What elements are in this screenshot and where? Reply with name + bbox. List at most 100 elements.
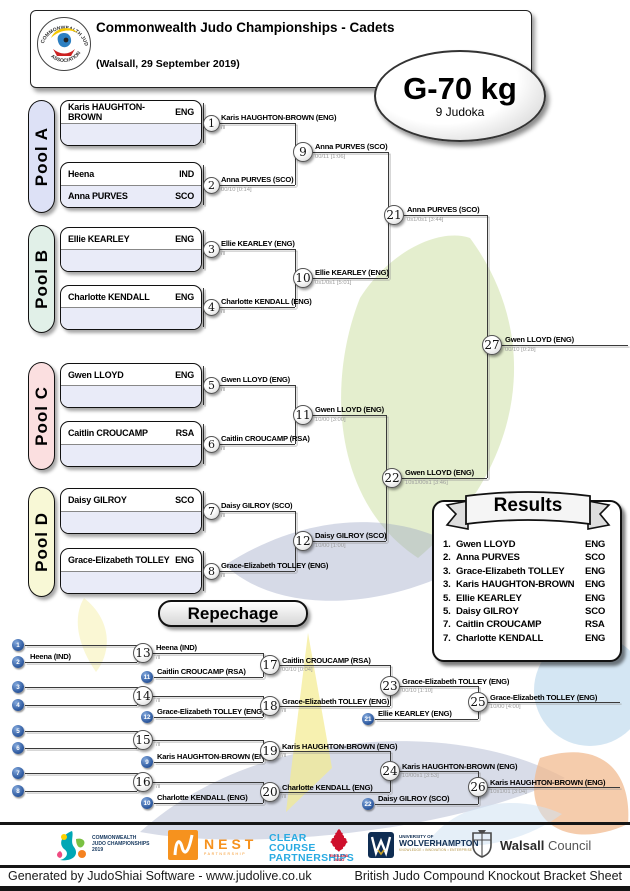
bracket-line (279, 751, 390, 753)
pool-label-text: Pool B (31, 249, 51, 309)
walsall-rest: Council (547, 838, 592, 853)
match-winner-label: Charlotte KENDALL (ENG) (282, 783, 373, 792)
bracket-line (219, 307, 295, 309)
match-number-circle: 2 (203, 177, 220, 194)
competitor-country: ENG (175, 291, 194, 302)
bracket-line (404, 215, 487, 217)
bracket-line (152, 740, 263, 742)
match-number-circle: 21 (384, 205, 404, 225)
clearcourse-line1: CLEAR (269, 832, 307, 844)
match-score: /ll (156, 655, 161, 661)
cjc-2019-logo (56, 829, 88, 863)
pool-label-text: Pool D (31, 512, 51, 572)
match-score: 10s1/00s1 [3:46] (405, 480, 448, 486)
bracket-line (312, 541, 386, 543)
match-number-circle: 17 (260, 655, 280, 675)
match-score: 10/00 [4:00] (490, 704, 521, 710)
bracket-line (312, 415, 386, 417)
competitor-row: Gwen LLOYD ENG (61, 364, 201, 385)
wolverhampton-gold-accent (377, 849, 385, 856)
match-number-circle: 25 (468, 692, 488, 712)
match-winner-label: Caitlin CROUCAMP (RSA) (282, 656, 371, 665)
background-swirl (225, 522, 475, 601)
competitor-box: Gwen LLOYD ENG (60, 363, 202, 408)
bracket-line (219, 385, 295, 387)
bracket-line (375, 804, 478, 806)
wolverhampton-line1: UNIVERSITY OF (399, 834, 434, 839)
england-judo-logo: ENGLAND JUDO (327, 828, 351, 862)
match-winner-label: Anna PURVES (SCO) (221, 175, 294, 184)
competitor-row (61, 570, 201, 593)
bracket-line (25, 748, 137, 750)
england-text1: ENGLAND (329, 854, 349, 858)
match-number-circle: 24 (380, 761, 400, 781)
seed-circle: 3 (12, 681, 24, 693)
competitor-row (61, 122, 201, 145)
match-score: 00/10 [0:04] (282, 667, 313, 673)
result-place: 7. (443, 619, 451, 631)
result-name: Caitlin CROUCAMP (456, 619, 542, 631)
match-winner-label: Ellie KEARLEY (ENG) (221, 239, 295, 248)
pool-label-a: Pool A (28, 100, 55, 213)
bracket-line (152, 653, 263, 655)
category-judoka-count: 9 Judoka (435, 105, 485, 119)
results-row: 5. Ellie KEARLEY ENG (443, 592, 615, 605)
competitor-row: Ellie KEARLEY ENG (61, 228, 201, 249)
competitor-box: Caitlin CROUCAMP RSA (60, 421, 202, 467)
seed-entry-label: Heena (IND) (30, 652, 71, 661)
match-number-circle: 15 (133, 730, 153, 750)
bracket-line (25, 645, 137, 647)
seed-entry-label: Caitlin CROUCAMP (RSA) (157, 667, 246, 676)
bracket-line (219, 123, 295, 125)
match-number-circle: 18 (260, 696, 280, 716)
competitor-name: Grace-Elizabeth TOLLEY (68, 554, 170, 565)
competitor-name: Daisy GILROY (68, 494, 127, 505)
match-score: 10/00 [1:00] (315, 543, 346, 549)
bracket-line (399, 771, 478, 773)
walsall-crest-top (478, 830, 486, 833)
bracket-line (312, 152, 388, 154)
page-subtitle: (Walsall, 29 September 2019) (96, 58, 240, 70)
bracket-line (152, 782, 263, 784)
wolverhampton-w (370, 836, 392, 857)
bracket-line (312, 278, 388, 280)
competitor-name: Caitlin CROUCAMP (68, 427, 148, 438)
cjc-2019-text: COMMONWEALTH JUDO CHAMPIONSHIPS 2019 (92, 835, 150, 853)
pool-label-c: Pool C (28, 362, 55, 470)
footer-bottom-bar (0, 886, 630, 891)
match-winner-label: Karis HAUGHTON-BROWN (ENG) (402, 762, 518, 771)
england-lion (330, 829, 348, 852)
match-number-circle: 3 (203, 241, 220, 258)
match-winner-label: Gwen LLOYD (ENG) (505, 335, 574, 344)
nest-wordmark: NEST (204, 836, 258, 852)
bracket-line (279, 792, 390, 794)
cja-logo: COMMONWEALTH JUDO ASSOCIATION (36, 16, 92, 72)
match-score: /ll (221, 446, 226, 452)
result-country: SCO (585, 552, 606, 564)
competitor-country: IND (179, 168, 194, 179)
competitor-row: Heena IND (61, 163, 201, 185)
match-score: 00/11 [1:06] (315, 154, 346, 160)
pool-label-text: Pool C (31, 386, 51, 446)
cja-logo-figure-head (63, 37, 69, 43)
bracket-line (487, 787, 620, 789)
cjc-swirl-yellow (61, 834, 67, 840)
competitor-country: ENG (175, 369, 194, 380)
competitor-country: ENG (175, 106, 194, 117)
match-winner-label: Anna PURVES (SCO) (315, 142, 388, 151)
pool-label-d: Pool D (28, 487, 55, 597)
competitor-box: Grace-Elizabeth TOLLEY ENG (60, 548, 202, 594)
match-winner-label: Caitlin CROUCAMP (RSA) (221, 434, 310, 443)
competitor-row (61, 307, 201, 329)
background-swirl (140, 741, 565, 840)
page-title: Commonwealth Judo Championships - Cadets (96, 20, 395, 35)
nest-w-swoosh (173, 834, 194, 856)
competitor-name: Ellie KEARLEY (68, 233, 130, 244)
bracket-line (154, 677, 263, 679)
clearcourse-logo: CLEAR COURSE PARTNERSHIPS (269, 832, 354, 864)
match-score: 10s1/01 [3:04] (490, 789, 527, 795)
match-score: 10/00 [3:00] (315, 417, 346, 423)
bracket-line (219, 571, 295, 573)
result-country: ENG (585, 592, 606, 604)
cjc-swirl-pink (57, 851, 63, 858)
